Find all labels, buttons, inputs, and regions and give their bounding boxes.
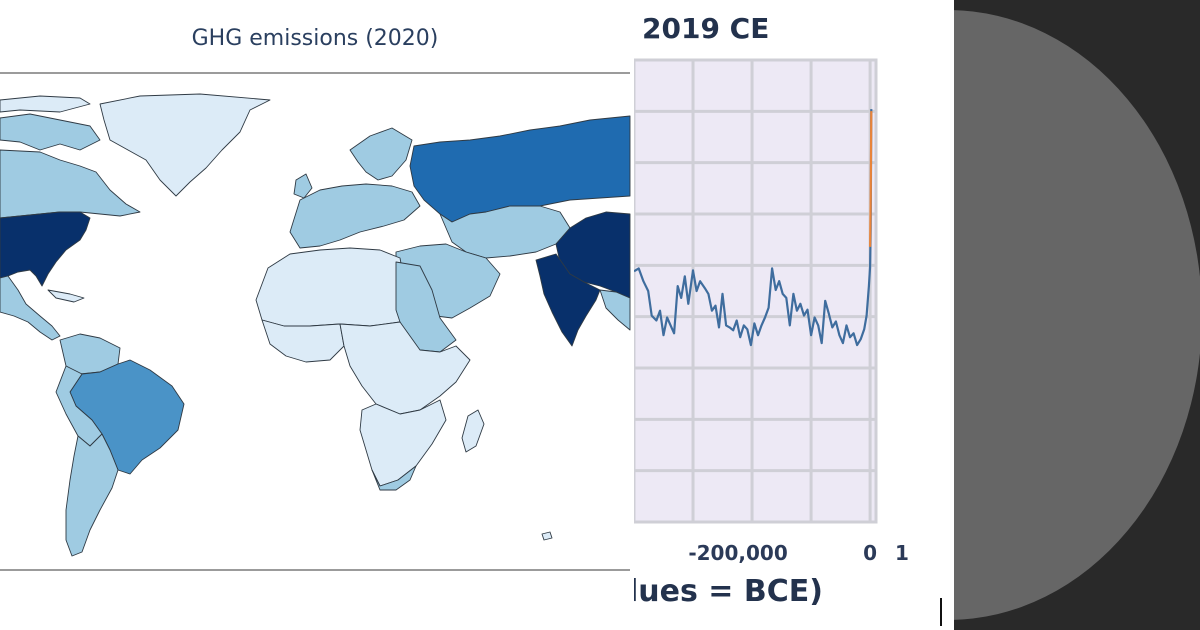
region-caribbean (47, 289, 85, 303)
line-chart-panel: 2019 CE -200,000 0 1 lues = BCE) (634, 0, 954, 630)
region-argentina-chile (65, 433, 119, 557)
region-north-africa (255, 247, 421, 327)
region-southeast-asia (599, 289, 631, 331)
region-canada (0, 149, 141, 219)
region-russia (409, 115, 631, 223)
text-cursor (940, 598, 942, 626)
chart-title: 2019 CE (642, 12, 770, 45)
x-axis-label: lues = BCE) (634, 574, 823, 609)
slide-circle-shape (954, 10, 1200, 620)
arctic-islands (0, 95, 91, 113)
series-line-0 (634, 109, 873, 347)
slide-dark-panel (954, 0, 1200, 630)
choropleth-map-panel: GHG emissions (2020) (0, 26, 631, 571)
region-mexico (0, 275, 61, 341)
region-madagascar (461, 409, 485, 453)
region-south-africa (371, 465, 417, 491)
region-scandinavia (349, 127, 413, 181)
region-west-africa (261, 319, 345, 363)
x-tick-labels: -200,000 0 1 (688, 541, 909, 565)
x-tick-label: 0 (863, 541, 877, 565)
series-line-1 (869, 111, 873, 247)
x-tick-label: -200,000 (688, 541, 787, 565)
map-title: GHG emissions (2020) (191, 26, 439, 51)
region-greenland (99, 93, 271, 197)
region-india (535, 253, 601, 347)
x-tick-label: 1 (895, 541, 909, 565)
region-europe-west (289, 183, 421, 249)
series-layer (634, 109, 873, 347)
plot-background (634, 60, 876, 522)
region-uk (293, 173, 313, 199)
plot-border (634, 58, 878, 524)
line-chart: -200,000 0 1 (634, 58, 909, 565)
world-map (0, 72, 631, 571)
region-central-africa (339, 321, 471, 415)
region-small-island (541, 531, 553, 541)
region-southern-africa (359, 399, 447, 487)
canada-north-islands (0, 113, 101, 151)
region-united-states (0, 211, 91, 287)
